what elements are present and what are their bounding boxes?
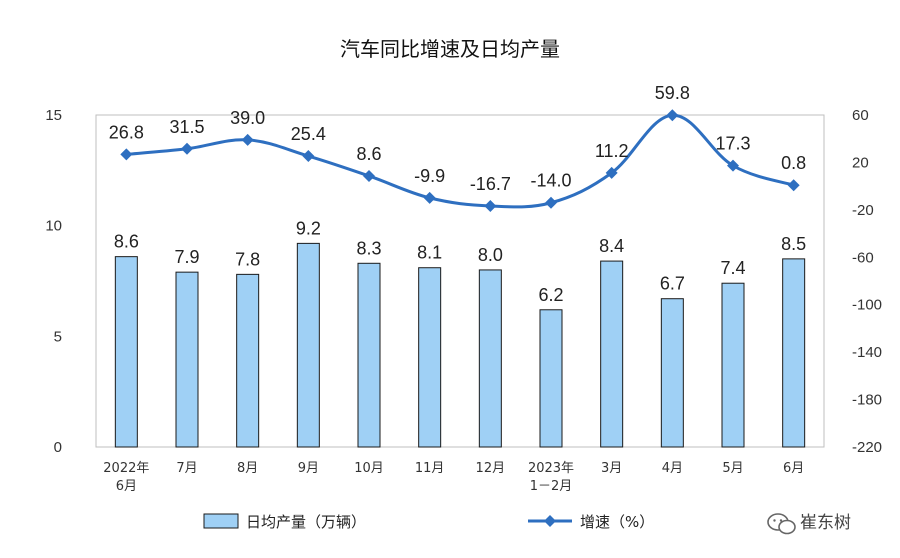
bar <box>236 273 260 448</box>
left-tick-label: 10 <box>45 218 62 235</box>
x-tick-label: 4月 <box>662 461 683 476</box>
line-value-label: -16.7 <box>470 174 511 194</box>
plot-area <box>95 114 825 448</box>
line-value-label: 8.6 <box>356 144 381 164</box>
legend-line-label: 增速（%） <box>580 513 654 531</box>
x-tick-label: 11月 <box>415 461 445 476</box>
line-value-label: 25.4 <box>291 124 326 144</box>
line-point <box>363 169 375 182</box>
bar <box>478 269 502 448</box>
legend: 日均产量（万辆） 增速（%） <box>203 513 654 531</box>
left-tick-label: 15 <box>45 107 62 124</box>
line-point <box>423 191 436 204</box>
legend-line-marker <box>544 515 556 527</box>
line-value-label: 0.8 <box>781 153 806 173</box>
right-tick-label: -100 <box>852 297 882 314</box>
bar-value-label: 8.6 <box>114 232 139 252</box>
bar-value-label: 7.8 <box>235 249 260 269</box>
x-tick-label: 3月 <box>601 461 622 476</box>
line-value-label: -14.0 <box>530 171 571 191</box>
left-tick-label: 5 <box>54 328 62 345</box>
line-point <box>545 196 557 209</box>
x-tick-label: 6月 <box>783 461 804 476</box>
bar-value-label: 9.2 <box>296 218 321 238</box>
bar <box>721 282 745 448</box>
right-tick-label: -180 <box>852 392 882 409</box>
line-point <box>727 159 739 172</box>
right-tick-label: -140 <box>852 344 882 361</box>
right-tick-label: 60 <box>852 107 869 124</box>
bar-value-label: 8.3 <box>356 238 381 258</box>
watermark-text: 崔东树 <box>800 513 851 533</box>
line-point <box>181 142 193 155</box>
left-axis: 0 5 10 15 <box>45 107 62 456</box>
line-point <box>605 166 618 179</box>
right-axis: 60 20 -20 -60 -100 -140 -180 -220 <box>852 107 882 456</box>
line-value-label: 59.8 <box>655 83 690 103</box>
x-tick-label: 8月 <box>237 461 258 476</box>
growth-line <box>126 113 795 209</box>
line-value-label: 26.8 <box>109 122 144 142</box>
x-tick-label: 2023年 <box>528 461 574 476</box>
bar-value-label: 6.7 <box>660 274 685 294</box>
line-point <box>241 133 254 146</box>
line-series <box>120 109 800 212</box>
bar-value-label: 8.0 <box>478 245 503 265</box>
bar-value-label: 8.1 <box>417 243 442 263</box>
line-point <box>787 179 800 192</box>
bar-value-label: 8.4 <box>599 236 624 256</box>
bar <box>175 271 199 448</box>
legend-bar-swatch <box>203 513 239 529</box>
line-value-label: 39.0 <box>230 108 265 128</box>
left-tick-label: 0 <box>54 439 62 456</box>
x-tick-label: 2022年 <box>103 461 149 476</box>
bar-value-label: 6.2 <box>538 285 563 305</box>
x-tick-label: 10月 <box>354 461 384 476</box>
x-axis: 2022年 6月 7月 8月 9月 10月 11月 12月 2023年 1－2月 3月 4月 5月 6月 <box>103 461 804 494</box>
wechat-icon <box>767 513 796 535</box>
right-tick-label: -60 <box>852 249 874 266</box>
watermark: 崔东树 <box>767 513 851 535</box>
bar <box>600 260 624 448</box>
bar <box>114 256 138 448</box>
right-tick-label: -220 <box>852 439 882 456</box>
line-value-label: 11.2 <box>595 141 629 161</box>
x-tick-label: 1－2月 <box>530 479 573 494</box>
line-point <box>666 109 679 122</box>
line-point <box>302 150 315 163</box>
chart-title: 汽车同比增速及日均产量 <box>340 37 560 61</box>
x-tick-label: 5月 <box>722 461 743 476</box>
line-value-label: 31.5 <box>169 117 204 137</box>
x-tick-label: 9月 <box>298 461 319 476</box>
line-data-labels: 26.8 31.5 39.0 25.4 8.6 -9.9 -16.7 -14.0 11.2 59.… <box>109 83 806 194</box>
bar-series <box>114 242 806 448</box>
bar-value-label: 7.9 <box>174 247 199 267</box>
bar <box>418 267 442 448</box>
x-tick-label: 6月 <box>116 479 137 494</box>
line-value-label: -9.9 <box>414 166 445 186</box>
bar-value-label: 8.5 <box>781 234 806 254</box>
line-point <box>484 199 497 212</box>
bar-data-labels: 8.6 7.9 7.8 9.2 8.3 8.1 8.0 6.2 8.4 6.7 7.4 8.5 <box>114 218 806 304</box>
right-tick-label: 20 <box>852 154 869 171</box>
bar <box>782 258 806 448</box>
bar-value-label: 7.4 <box>720 258 745 278</box>
bar <box>660 298 684 448</box>
x-tick-label: 7月 <box>176 461 197 476</box>
legend-bar-label: 日均产量（万辆） <box>246 513 366 531</box>
right-tick-label: -20 <box>852 202 874 219</box>
line-value-label: 17.3 <box>715 134 750 154</box>
line-point <box>120 148 133 161</box>
x-tick-label: 12月 <box>476 461 506 476</box>
bar <box>296 242 320 448</box>
bar <box>539 309 563 448</box>
bar <box>357 262 381 448</box>
